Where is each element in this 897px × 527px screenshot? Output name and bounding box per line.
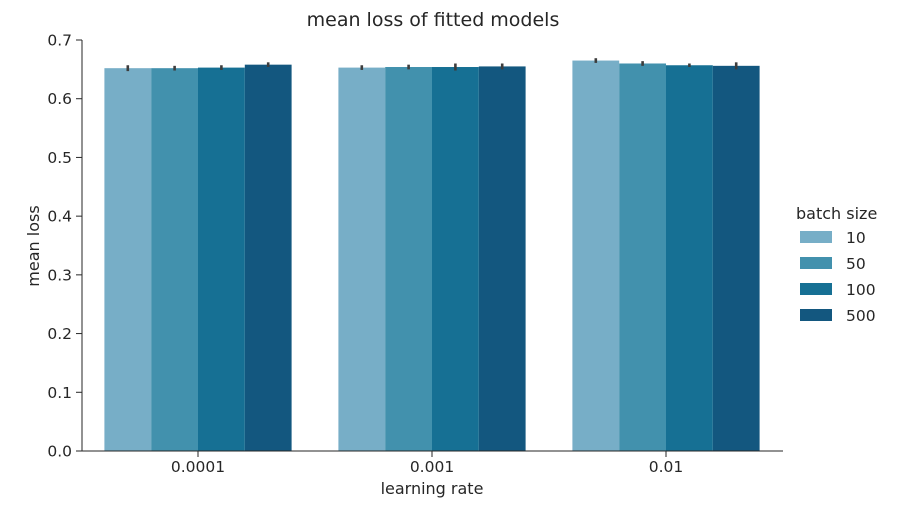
chart-title: mean loss of fitted models (307, 9, 560, 31)
x-tick-label: 0.0001 (171, 458, 225, 476)
y-tick-label: 0.6 (47, 90, 72, 108)
plot-area: 0.0 0.1 0.2 0.3 0.4 0.5 0.6 0.7 0.0001 0.001 0.01 (47, 32, 783, 476)
y-tick-label: 0.1 (47, 384, 72, 402)
bar-50-0.01 (619, 63, 666, 452)
y-tick-label: 0.0 (47, 443, 72, 461)
bar-50-0.0001 (151, 68, 198, 452)
x-tick-label: 0.001 (410, 458, 454, 476)
legend-label-50: 50 (846, 255, 866, 273)
bar-10-0.0001 (104, 68, 152, 452)
y-axis-label: mean loss (24, 205, 43, 286)
y-tick-label: 0.7 (47, 32, 72, 50)
x-axis-label: learning rate (381, 479, 484, 498)
bar-500-0.0001 (244, 64, 292, 451)
bar-100-0.01 (666, 65, 713, 451)
x-tick-label: 0.01 (649, 458, 684, 476)
legend-swatch-10 (800, 231, 832, 243)
bar-500-0.01 (712, 65, 760, 451)
bar-10-0.01 (572, 60, 620, 452)
legend-label-500: 500 (846, 307, 876, 325)
bar-50-0.001 (385, 67, 432, 451)
legend-label-100: 100 (846, 281, 876, 299)
bar-100-0.001 (432, 67, 479, 451)
y-tick-label: 0.3 (47, 266, 72, 284)
bar-500-0.001 (478, 66, 526, 452)
legend: batch size 10 50 100 500 (796, 204, 877, 325)
legend-title: batch size (796, 204, 877, 223)
legend-label-10: 10 (846, 229, 866, 247)
y-tick-label: 0.2 (47, 325, 72, 343)
legend-swatch-100 (800, 283, 832, 295)
y-tick-label: 0.5 (47, 149, 72, 167)
y-tick-label: 0.4 (47, 208, 72, 226)
legend-swatch-500 (800, 309, 832, 321)
bar-100-0.0001 (198, 67, 245, 451)
bar-10-0.001 (338, 67, 386, 451)
legend-swatch-50 (800, 257, 832, 269)
